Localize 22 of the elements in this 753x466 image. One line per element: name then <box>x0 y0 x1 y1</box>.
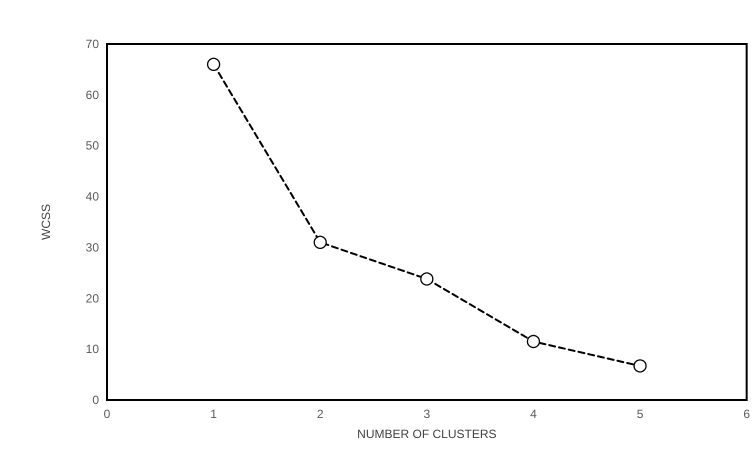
y-tick-label: 60 <box>86 88 100 102</box>
x-tick-label: 0 <box>104 407 111 421</box>
point <box>314 236 327 249</box>
y-tick-label: 40 <box>86 190 100 204</box>
point <box>420 272 434 286</box>
y-axis-title: WCSS <box>39 204 53 240</box>
y-tick-label: 70 <box>86 37 100 51</box>
point <box>633 359 647 373</box>
y-tick-label: 50 <box>86 138 100 153</box>
x-tick-label: 6 <box>743 407 750 421</box>
x-tick-label: 3 <box>423 407 430 421</box>
point <box>526 334 540 348</box>
y-tick-label: 20 <box>86 291 100 306</box>
x-tick-label: 1 <box>210 407 218 421</box>
point <box>206 58 220 71</box>
y-tick-label: 30 <box>86 240 100 254</box>
x-tick-label: 2 <box>316 407 324 421</box>
x-tick-label: 5 <box>636 407 644 421</box>
x-tick-label: 4 <box>530 407 538 421</box>
y-tick-label: 10 <box>86 342 100 356</box>
x-axis-title: NUMBER OF CLUSTERS <box>357 427 497 441</box>
y-tick-label: 0 <box>92 393 100 407</box>
